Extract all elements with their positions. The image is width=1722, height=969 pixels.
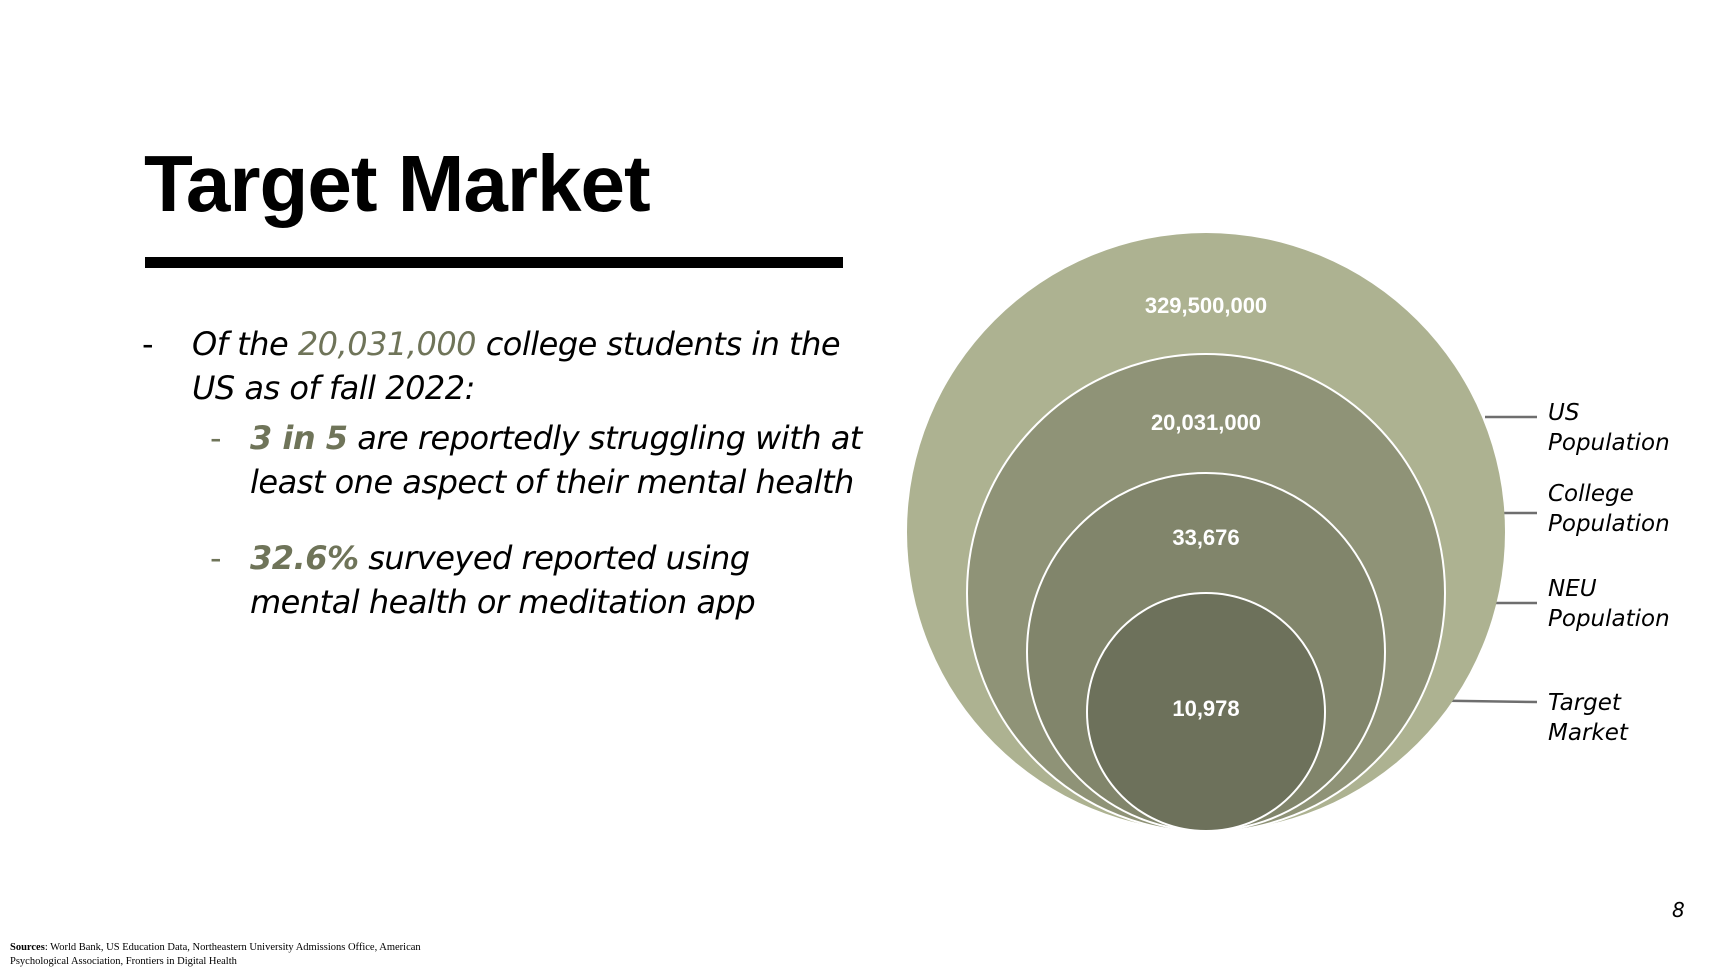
- legend-line: Population: [1548, 430, 1670, 456]
- bullet-main: - Of the 20,031,000 college students in t…: [142, 322, 862, 410]
- legend-line: Market: [1548, 720, 1628, 746]
- bullet-sub-1: -3 in 5 are reportedly struggling with a…: [142, 416, 862, 504]
- legend-college-population: College Population: [1548, 479, 1670, 539]
- sources-footnote: Sources: World Bank, US Education Data, …: [10, 941, 470, 969]
- page-number: 8: [1672, 898, 1685, 922]
- value-target-market: 10,978: [1172, 696, 1239, 721]
- bullet-sub-2-highlight: 32.6%: [250, 539, 359, 577]
- bullet-main-highlight: 20,031,000: [297, 325, 477, 363]
- legend-line: College: [1548, 481, 1634, 507]
- slide-title: Target Market: [144, 139, 651, 228]
- value-us-population: 329,500,000: [1145, 293, 1267, 318]
- legend-us-population: US Population: [1548, 398, 1670, 458]
- legend-line: Population: [1548, 511, 1670, 537]
- legend-line: NEU: [1548, 576, 1597, 602]
- legend-line: US: [1548, 400, 1580, 426]
- bullet-dash: -: [210, 419, 222, 457]
- legend-neu-population: NEU Population: [1548, 574, 1670, 634]
- legend-line: Target: [1548, 690, 1621, 716]
- bullet-sub-1-highlight: 3 in 5: [250, 419, 348, 457]
- title-underline: [145, 257, 843, 268]
- legend-target-market: Target Market: [1548, 688, 1628, 748]
- bullet-main-suffix: college students in the US as of fall 20…: [192, 325, 841, 407]
- bullet-list: - Of the 20,031,000 college students in t…: [142, 322, 862, 656]
- circle-target-market: [1086, 592, 1326, 832]
- value-college-population: 20,031,000: [1151, 410, 1261, 435]
- sources-label: Sources: [10, 942, 45, 953]
- bullet-sub-2-text: surveyed reported using mental health or…: [250, 539, 756, 621]
- bullet-dash: -: [210, 539, 222, 577]
- bullet-sub-1-text: are reportedly struggling with at least …: [250, 419, 862, 501]
- value-neu-population: 33,676: [1172, 525, 1239, 550]
- sources-text: : World Bank, US Education Data, Northea…: [10, 942, 421, 967]
- bullet-main-prefix: Of the: [192, 325, 298, 363]
- legend-line: Population: [1548, 606, 1670, 632]
- bullet-sub-2: -32.6% surveyed reported using mental he…: [142, 536, 862, 624]
- bullet-dash: -: [142, 325, 154, 363]
